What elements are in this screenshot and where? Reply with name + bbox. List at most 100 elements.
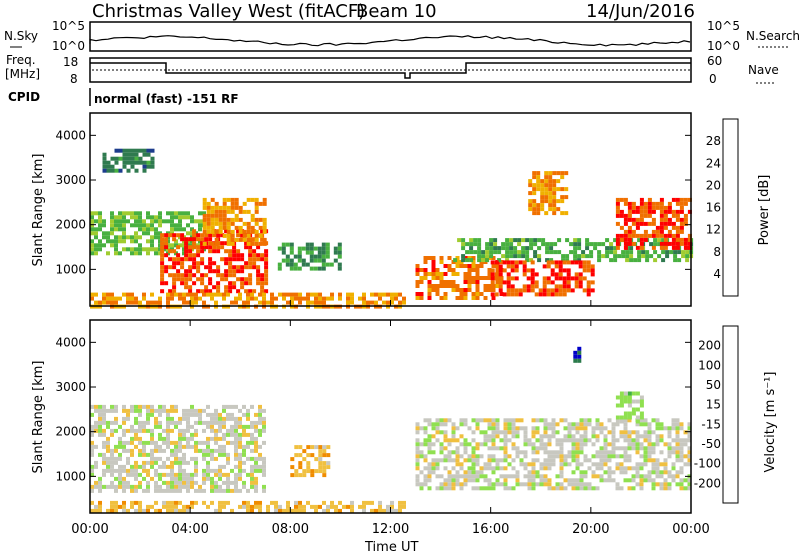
power-cell xyxy=(477,254,482,259)
velocity-cell xyxy=(447,418,452,423)
velocity-cell xyxy=(527,470,532,475)
velocity-cell xyxy=(130,488,134,493)
power-cell xyxy=(554,288,559,293)
velocity-cell xyxy=(250,448,254,453)
power-cell xyxy=(309,242,314,247)
power-cell xyxy=(528,191,533,196)
power-cell xyxy=(337,250,342,255)
power-cell xyxy=(142,168,147,173)
power-cell xyxy=(546,280,551,285)
power-cell xyxy=(509,254,514,259)
power-cell xyxy=(142,164,147,169)
x-tick-label: 20:00 xyxy=(572,522,609,537)
velocity-cell xyxy=(483,478,488,483)
power-cell xyxy=(552,191,557,196)
power-cell xyxy=(679,217,684,222)
velocity-cell xyxy=(194,464,198,469)
velocity-cell xyxy=(547,478,552,483)
velocity-cell xyxy=(302,469,307,474)
velocity-cell xyxy=(258,464,262,469)
power-cell xyxy=(234,201,239,206)
power-cell xyxy=(675,213,680,218)
noise-right-label: N.Search xyxy=(746,29,800,43)
velocity-cell xyxy=(154,424,158,429)
cpid-label: CPID xyxy=(8,90,40,104)
velocity-cell xyxy=(535,426,540,431)
power-cell xyxy=(186,300,190,305)
power-cell xyxy=(639,245,644,250)
power-cell xyxy=(218,209,223,214)
power-cell xyxy=(150,227,154,232)
power-cell xyxy=(463,264,468,268)
power-cell xyxy=(675,237,680,242)
velocity-cell xyxy=(427,462,432,467)
power-cell xyxy=(659,225,664,230)
velocity-cell xyxy=(511,426,516,431)
velocity-cell xyxy=(258,408,262,413)
velocity-cell xyxy=(122,484,126,489)
power-cell xyxy=(190,231,194,236)
velocity-cell xyxy=(106,508,110,513)
power-cell xyxy=(475,268,480,272)
velocity-cell xyxy=(234,440,238,445)
velocity-cell xyxy=(114,504,118,509)
velocity-cell xyxy=(182,468,186,473)
velocity-cell xyxy=(507,426,512,431)
velocity-cell xyxy=(639,403,644,408)
velocity-cell xyxy=(567,478,572,483)
power-cell xyxy=(586,288,591,293)
velocity-cell xyxy=(563,438,568,443)
power-cell xyxy=(578,260,583,265)
velocity-cell xyxy=(322,453,327,458)
velocity-cell xyxy=(214,420,218,425)
power-cell xyxy=(322,300,326,305)
power-cell xyxy=(168,289,173,294)
velocity-cell xyxy=(639,462,644,467)
power-cell xyxy=(174,243,178,248)
power-cell xyxy=(204,289,209,294)
velocity-cell xyxy=(254,420,258,425)
velocity-cell xyxy=(178,440,182,445)
power-cell xyxy=(204,233,209,238)
power-cell xyxy=(483,284,488,288)
velocity-cell xyxy=(254,476,258,481)
x-tick-label: 08:00 xyxy=(272,522,309,537)
velocity-cell xyxy=(202,408,206,413)
velocity-cell xyxy=(543,434,548,439)
velocity-cell xyxy=(174,420,178,425)
velocity-cell xyxy=(615,446,620,451)
power-cell xyxy=(146,164,151,169)
power-cell xyxy=(548,175,553,180)
velocity-cell xyxy=(427,422,432,427)
power-cell xyxy=(166,292,170,297)
power-cell xyxy=(513,250,518,255)
velocity-cell xyxy=(94,408,98,413)
velocity-cell xyxy=(603,458,608,463)
velocity-cell xyxy=(551,418,556,423)
velocity-cell xyxy=(150,412,154,417)
velocity-cell xyxy=(158,472,162,477)
velocity-cell xyxy=(246,412,250,417)
power-cell xyxy=(525,258,530,263)
power-cell xyxy=(110,164,115,169)
velocity-cell xyxy=(94,480,98,485)
velocity-cell xyxy=(226,412,230,417)
velocity-cell xyxy=(635,474,640,479)
velocity-cell xyxy=(491,482,496,487)
power-cell xyxy=(615,221,620,226)
velocity-cell xyxy=(158,508,162,513)
power-cell xyxy=(627,241,632,246)
power-cell xyxy=(553,250,558,255)
velocity-cell xyxy=(639,446,644,451)
velocity-cell xyxy=(110,408,114,413)
velocity-cell xyxy=(563,486,568,491)
velocity-cell xyxy=(579,462,584,467)
velocity-cell xyxy=(94,460,98,465)
velocity-cell xyxy=(274,504,278,509)
velocity-cell xyxy=(374,508,378,513)
velocity-cell xyxy=(599,458,604,463)
power-cell xyxy=(262,217,267,222)
velocity-cell xyxy=(134,404,138,409)
velocity-cell xyxy=(126,408,130,413)
power-cell xyxy=(545,258,550,263)
